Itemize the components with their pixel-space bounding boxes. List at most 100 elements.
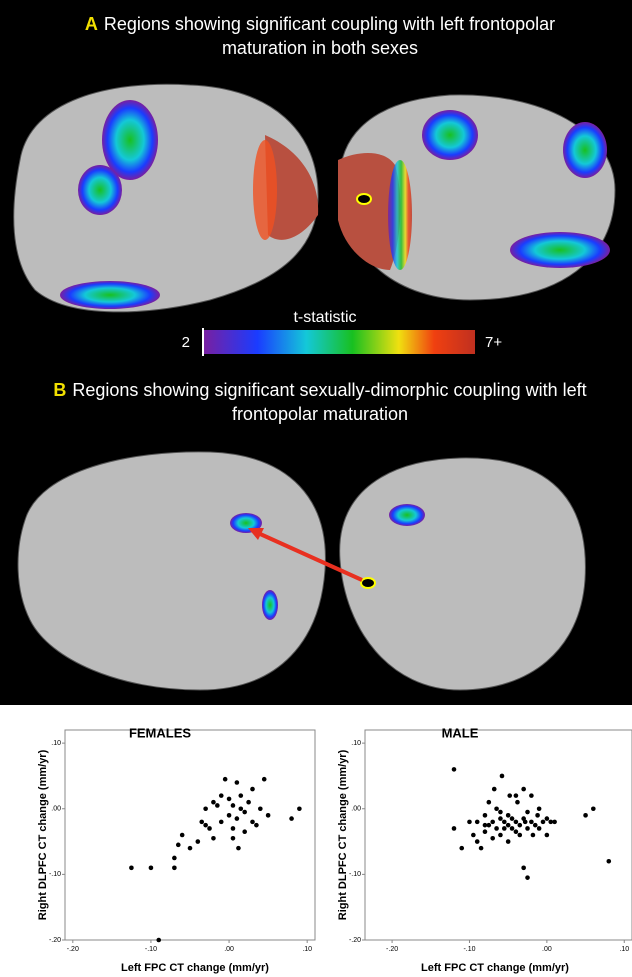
point [482, 829, 488, 835]
point [513, 793, 519, 798]
point [246, 799, 251, 805]
colorbar [203, 330, 475, 354]
point [544, 816, 550, 821]
point [211, 799, 216, 805]
colorbar-max: 7+ [485, 334, 502, 351]
point [536, 826, 542, 831]
point [250, 786, 255, 792]
point [230, 835, 236, 841]
y-tick-label: .00 [351, 806, 361, 813]
point [226, 813, 232, 818]
point [552, 819, 557, 825]
y-axis-label: Right DLPFC CT change (mm/yr) [37, 749, 49, 920]
y-tick-label: .10 [351, 740, 361, 747]
brain-left [17, 451, 326, 691]
title-text: Regions showing significant coupling wit… [103, 14, 556, 58]
activation [338, 153, 401, 270]
point [491, 786, 497, 792]
point [482, 813, 488, 818]
point [499, 773, 505, 779]
point [265, 813, 271, 818]
point [129, 865, 134, 871]
point [517, 822, 523, 828]
point [222, 776, 228, 782]
point [459, 845, 465, 851]
activation [389, 504, 425, 526]
point [203, 806, 208, 812]
chart-title: MALE [442, 725, 479, 740]
point [529, 793, 534, 798]
plot-frame [64, 729, 316, 941]
point [467, 819, 472, 825]
panel-letter: A [84, 14, 98, 34]
point [242, 809, 247, 815]
point [536, 806, 542, 812]
brain-left [13, 83, 319, 313]
point [494, 826, 499, 831]
y-tick-label: -.10 [349, 871, 361, 878]
point [522, 819, 528, 825]
activation [265, 135, 319, 240]
point [258, 806, 263, 812]
point [230, 803, 236, 808]
point [530, 832, 536, 838]
point [211, 835, 216, 841]
point [505, 822, 511, 828]
point [544, 832, 550, 838]
point [156, 937, 162, 943]
x-tick-label: .10 [302, 946, 312, 953]
point [521, 786, 526, 792]
point [525, 875, 530, 880]
x-axis-label: Left FPC CT change (mm/yr) [421, 962, 569, 974]
point [218, 793, 224, 798]
x-tick-label: .00 [224, 946, 234, 953]
point [297, 806, 302, 812]
x-tick-label: -.20 [67, 946, 79, 953]
point [498, 809, 503, 815]
point [250, 819, 255, 825]
point [226, 796, 232, 802]
point [525, 826, 530, 831]
point [261, 776, 267, 782]
point [482, 822, 488, 828]
point [513, 819, 519, 825]
activation [563, 122, 607, 178]
point [238, 806, 244, 812]
activation [422, 110, 478, 160]
point [215, 803, 220, 808]
point [234, 780, 240, 785]
point [486, 822, 492, 828]
colorbar-min: 2 [182, 334, 190, 351]
point [498, 816, 503, 821]
activation [102, 100, 158, 180]
colorbar-label: t-statistic [293, 309, 356, 326]
point [532, 822, 538, 828]
y-tick-label: -.10 [49, 871, 61, 878]
seed-marker [356, 193, 372, 205]
point [540, 819, 546, 825]
x-tick-label: -.10 [145, 946, 157, 953]
y-tick-label: .10 [51, 740, 61, 747]
x-tick-label: .10 [619, 946, 629, 953]
point [195, 839, 201, 844]
y-axis-label: Right DLPFC CT change (mm/yr) [337, 749, 349, 920]
activation [262, 590, 278, 620]
point [451, 826, 457, 831]
arrow [257, 531, 363, 582]
activation [78, 165, 122, 215]
point [242, 829, 247, 835]
point [471, 832, 476, 838]
point [478, 845, 484, 851]
title-text: Regions showing significant sexually-dim… [72, 380, 587, 424]
point [172, 865, 177, 871]
point [535, 813, 540, 818]
point [606, 858, 612, 864]
y-tick-label: -.20 [349, 937, 361, 944]
point [179, 832, 185, 838]
point [474, 839, 480, 844]
point [474, 819, 480, 825]
point [254, 822, 259, 828]
point [172, 855, 177, 861]
